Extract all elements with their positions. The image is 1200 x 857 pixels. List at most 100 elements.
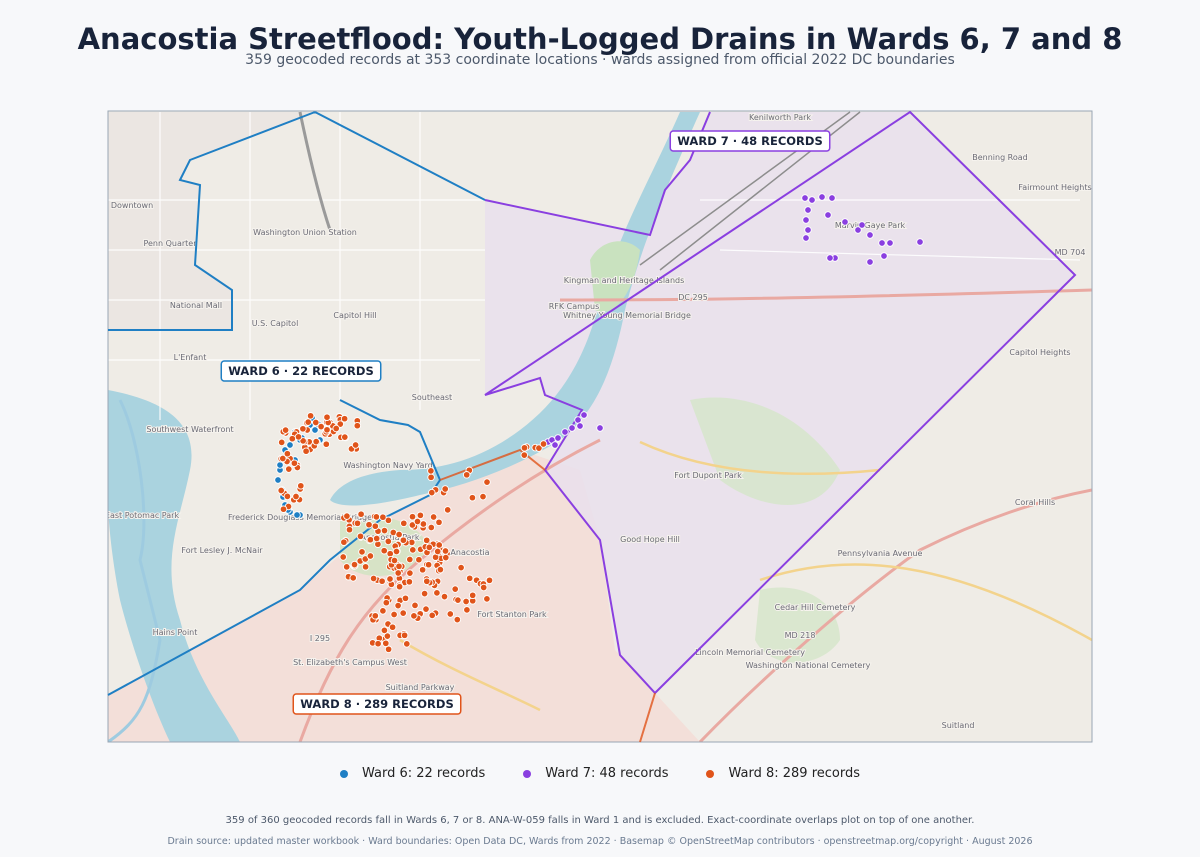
drain-point (804, 226, 812, 234)
drain-point (345, 525, 354, 534)
drain-point (443, 506, 452, 514)
drain-point (357, 510, 365, 518)
drain-point (323, 413, 331, 421)
drain-point (580, 411, 588, 419)
drain-point (520, 444, 529, 452)
drain-point (356, 532, 365, 541)
drain-point (382, 598, 391, 607)
drain-point (297, 482, 305, 490)
drain-point (465, 574, 474, 583)
drain-point (463, 606, 471, 614)
drain-point (351, 441, 360, 449)
drain-point (866, 231, 874, 239)
ward-label-box (669, 130, 831, 152)
drain-point (576, 422, 584, 430)
drain-point (422, 605, 430, 613)
drain-point (366, 535, 375, 544)
drain-point (453, 615, 462, 624)
drain-point (436, 565, 445, 574)
drain-point (442, 553, 450, 562)
drain-point (394, 569, 402, 577)
drain-point (304, 418, 312, 426)
drain-point (408, 512, 417, 521)
drain-point (276, 461, 284, 469)
legend-label: Ward 6: 22 records (361, 766, 486, 781)
place-label: Southeast (412, 393, 452, 402)
drain-point (424, 560, 433, 569)
drain-point (535, 444, 543, 452)
drain-point (415, 555, 423, 564)
drain-point (358, 548, 366, 556)
place-label: Marvin Gaye Park (835, 221, 906, 230)
drain-point (312, 418, 320, 427)
drain-point (878, 239, 886, 247)
drain-point (413, 517, 422, 526)
drain-point (279, 505, 288, 513)
drain-point (299, 437, 307, 445)
drain-point (828, 194, 836, 202)
drain-point (350, 560, 359, 569)
ward-label: WARD 7 · 48 RECORDS (677, 134, 822, 148)
drain-point (379, 513, 387, 521)
drain-point (366, 552, 375, 560)
drain-point (399, 609, 407, 617)
drain-point (468, 493, 477, 502)
drain-point (539, 440, 548, 448)
place-label: Fairmount Heights (1018, 183, 1091, 192)
drain-point (384, 645, 393, 654)
drain-point (386, 575, 394, 583)
drain-point (339, 553, 347, 561)
place-label: St. Elizabeth's Campus West (293, 658, 407, 667)
legend-item: Ward 6: 22 records (339, 766, 486, 781)
drain-point (410, 612, 418, 620)
drain-point (378, 577, 386, 585)
drain-point (916, 238, 924, 246)
place-label: Washington Union Station (253, 228, 357, 237)
drain-point (395, 582, 404, 591)
drain-point (880, 252, 888, 260)
drain-point (826, 254, 834, 262)
drain-point (427, 473, 435, 482)
drain-point (299, 425, 307, 433)
drain-point (341, 433, 349, 441)
drain-point (382, 639, 390, 648)
place-label: MD 704 (1055, 248, 1086, 257)
drain-point (371, 612, 380, 620)
legend-label: Ward 8: 289 records (728, 766, 861, 781)
drain-point (274, 476, 282, 484)
drain-point (400, 519, 408, 528)
drain-point (372, 513, 381, 521)
drain-point (380, 546, 388, 555)
drain-point (349, 574, 357, 582)
drain-point (420, 589, 429, 598)
drain-point (312, 437, 320, 446)
drain-point (302, 447, 310, 455)
drain-point (379, 607, 387, 615)
place-label: Anacostia (450, 548, 489, 557)
drain-point (374, 639, 382, 648)
drain-point (390, 610, 398, 619)
drain-point (554, 434, 562, 442)
drain-point (394, 601, 402, 610)
drain-point (435, 518, 443, 527)
legend-swatch (706, 769, 715, 778)
drain-point (384, 537, 393, 546)
drain-point (399, 536, 408, 544)
place-label: Suitland (942, 721, 975, 730)
drain-point (818, 193, 826, 201)
place-label: Kenilworth Park (749, 113, 811, 122)
drain-point (353, 421, 362, 430)
place-label: Downtown (111, 201, 153, 210)
subtitle: 359 geocoded records at 353 coordinate l… (245, 52, 955, 68)
legend-item: Ward 8: 289 records (706, 766, 860, 781)
drain-point (390, 556, 399, 565)
drain-point (395, 562, 403, 571)
drain-point (369, 574, 378, 583)
drain-point (808, 196, 816, 204)
place-label: Lincoln Memorial Cemetery (695, 648, 805, 657)
drain-point (446, 610, 455, 618)
drain-point (802, 216, 810, 224)
drain-point (365, 520, 373, 529)
drain-point (427, 467, 435, 475)
drain-point (332, 424, 340, 433)
